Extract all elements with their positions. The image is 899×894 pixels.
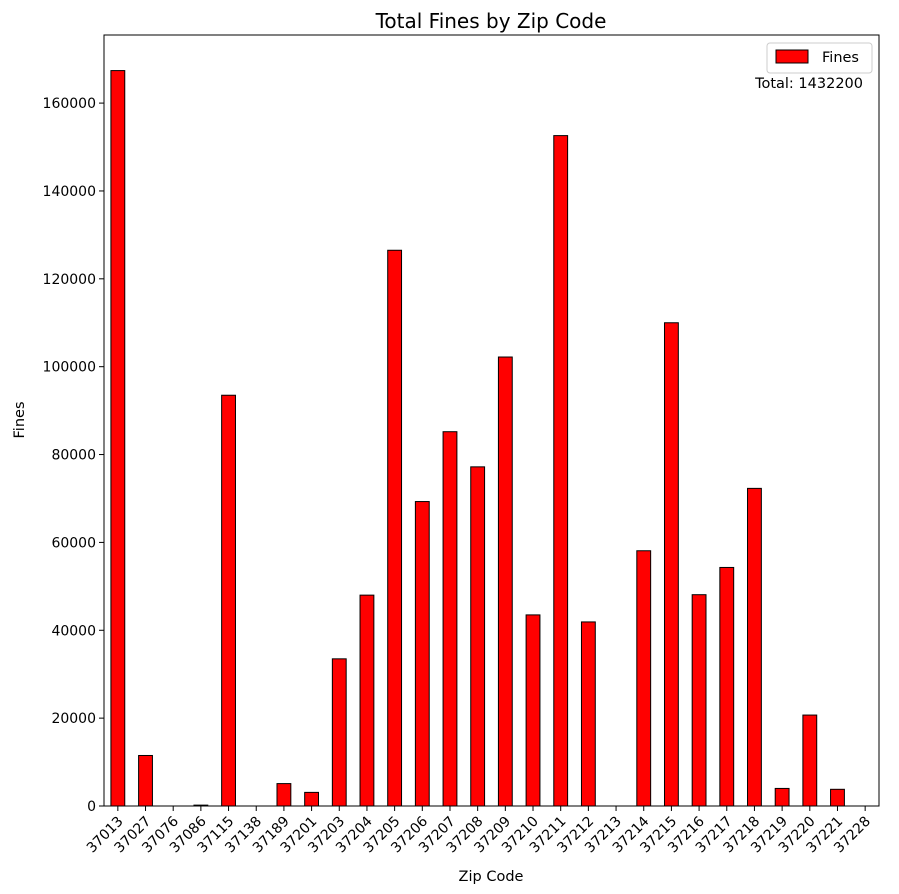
y-tick-label: 160000	[43, 96, 96, 112]
bar-37115	[221, 394, 236, 807]
y-tick-label: 60000	[51, 535, 96, 551]
legend: Fines	[766, 42, 873, 74]
legend-swatch	[775, 49, 809, 64]
bar-37214	[636, 550, 652, 807]
bar-37211	[553, 135, 569, 807]
bar-37189	[276, 783, 292, 807]
chart-title: Total Fines by Zip Code	[375, 9, 607, 33]
y-tick-label: 20000	[51, 711, 96, 727]
bar-37221	[830, 788, 845, 807]
bar-37204	[359, 594, 375, 807]
bar-37212	[580, 621, 596, 807]
bar-37208	[470, 466, 486, 807]
bar-37220	[802, 714, 818, 807]
y-axis-label: Fines	[12, 402, 28, 439]
bar-37218	[747, 487, 762, 807]
y-tick-label: 0	[87, 799, 96, 815]
bar-37209	[497, 356, 513, 807]
bar-37203	[331, 658, 347, 807]
bar-37217	[719, 566, 735, 807]
bar-37206	[414, 501, 430, 807]
x-axis: 3701337027370763708637115371383718937201…	[84, 806, 874, 856]
bar-37201	[304, 791, 320, 807]
y-tick-label: 120000	[43, 272, 96, 288]
plot-frame	[103, 34, 880, 807]
bar-37013	[110, 70, 126, 807]
y-tick-label: 80000	[51, 448, 96, 464]
x-axis-label: Zip Code	[459, 869, 524, 885]
y-axis: 0 20000 40000 60000 80000 100000 120000 140000 1…	[43, 96, 104, 815]
bar-37215	[663, 322, 679, 807]
bar-37219	[774, 787, 790, 807]
bar-37216	[691, 594, 707, 807]
bars-group	[110, 70, 845, 807]
legend-label: Fines	[822, 50, 859, 66]
y-tick-label: 40000	[51, 623, 96, 639]
total-annotation: Total: 1432200	[754, 76, 863, 92]
bar-37210	[525, 614, 541, 807]
bar-37207	[442, 431, 458, 807]
bar-37205	[387, 249, 403, 807]
y-tick-label: 140000	[43, 184, 96, 200]
y-tick-label: 100000	[43, 360, 96, 376]
bar-37027	[138, 754, 153, 807]
